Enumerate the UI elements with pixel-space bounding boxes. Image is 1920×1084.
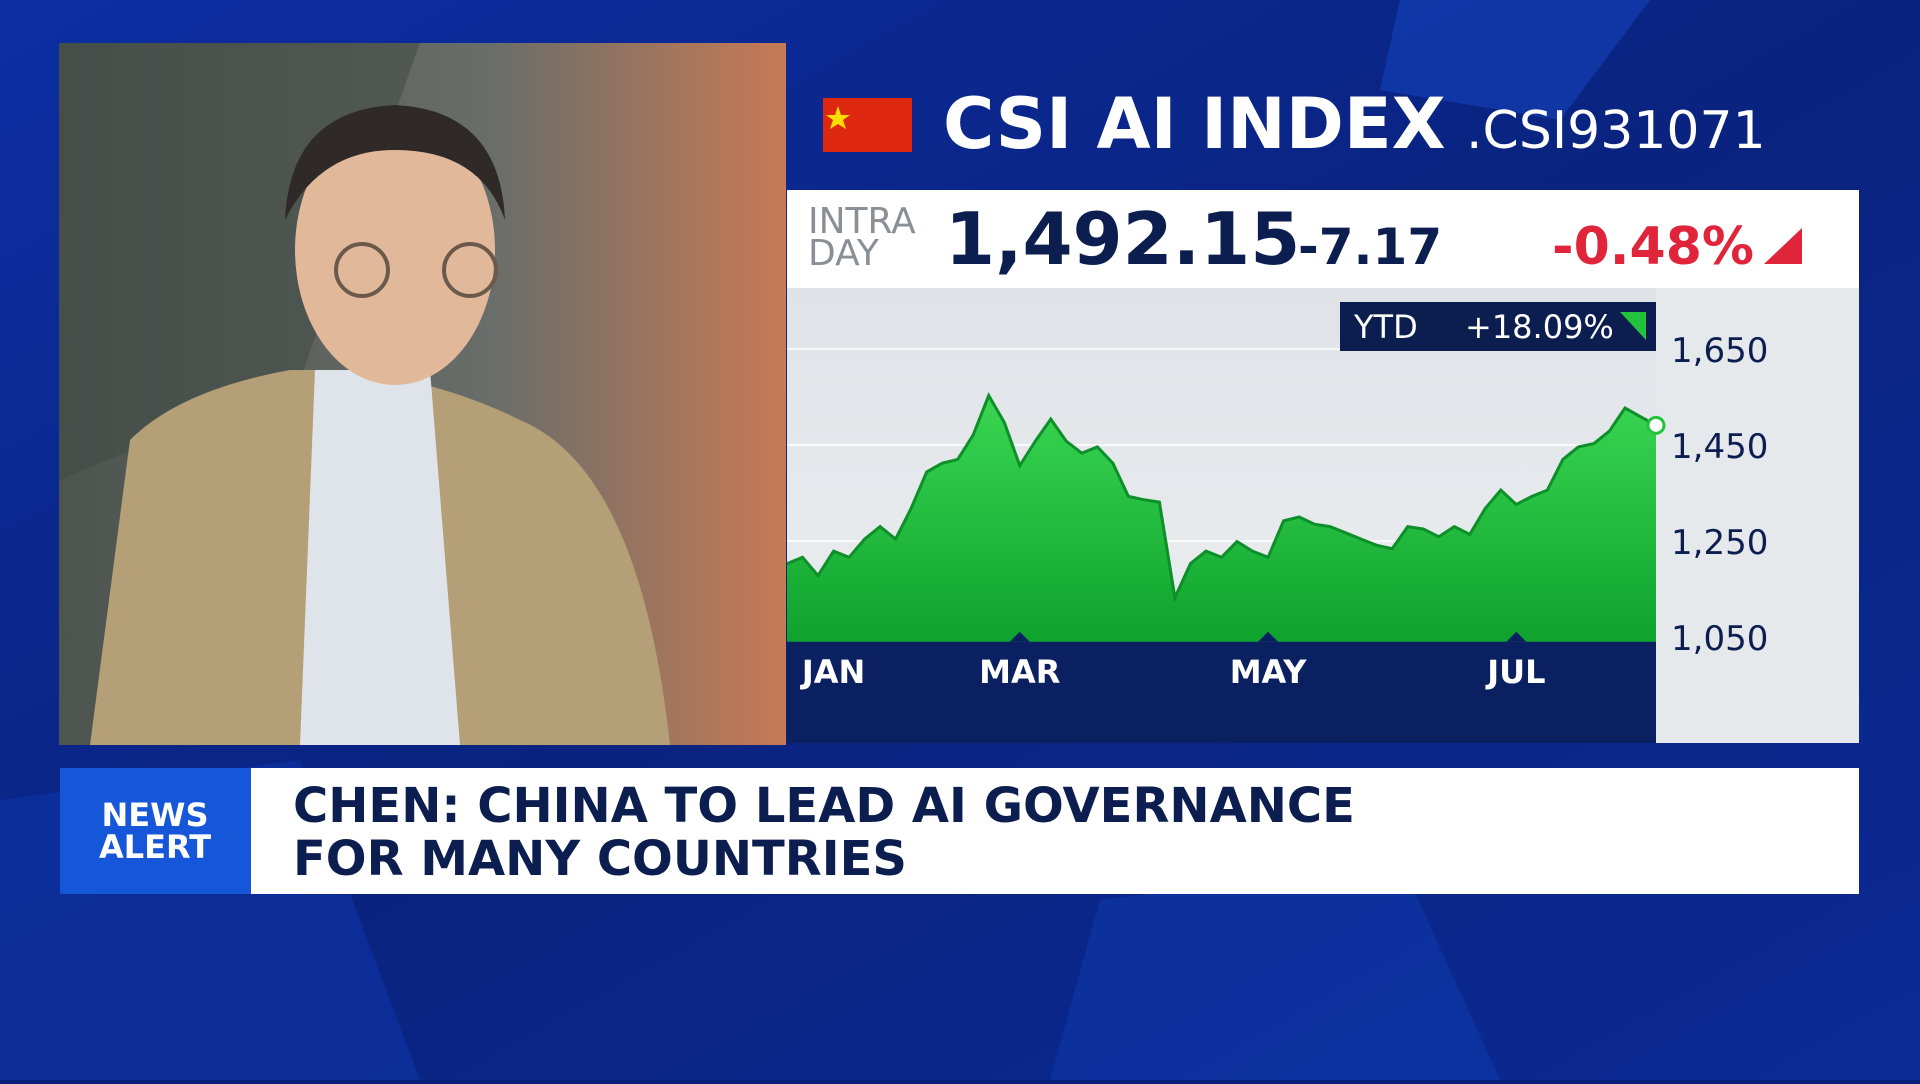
session-label: INTRA [808, 201, 916, 242]
person-hair [285, 105, 505, 220]
x-tick-marker [1009, 631, 1030, 642]
y-tick-label: 1,250 [1671, 523, 1768, 563]
x-tick-marker [1258, 631, 1279, 642]
area [787, 395, 1656, 642]
session-label: DAY [808, 233, 880, 274]
index-title: CSI AI INDEX [943, 83, 1446, 165]
index-symbol: .CSI931071 [1466, 101, 1766, 161]
ytd-label: YTD [1353, 308, 1418, 346]
x-tick-label: JUL [1485, 653, 1545, 691]
x-tick-label: JAN [800, 653, 865, 691]
headline: FOR MANY COUNTRIES [293, 831, 907, 887]
bg-shape [1380, 0, 1650, 120]
flag-star [826, 106, 850, 129]
x-axis-band [787, 641, 1656, 743]
ytd-value: +18.09% [1465, 308, 1614, 346]
x-tick-marker [1506, 631, 1527, 642]
person-head [295, 115, 495, 385]
area-line [786, 392, 1657, 603]
last-point [1646, 415, 1666, 435]
x-tick-label: MAR [979, 653, 1060, 691]
pct-change: -0.48% [1552, 217, 1754, 277]
quote-panel [787, 190, 1859, 288]
axis-panel [1656, 288, 1859, 743]
person-glasses [334, 242, 390, 298]
price-change: -7.17 [1298, 218, 1442, 276]
x-tick-label: MAY [1230, 653, 1308, 691]
y-tick-label: 1,650 [1671, 331, 1768, 371]
plot: 1,050 1,250 1,450 1,650 JAN MAR MAY JUL [786, 331, 1768, 691]
person-shirt [300, 370, 460, 745]
headline: CHEN: CHINA TO LEAD AI GOVERNANCE [293, 778, 1355, 834]
news-badge [60, 768, 251, 894]
down-arrow [1764, 228, 1802, 264]
y-tick-label: 1,450 [1671, 427, 1768, 467]
y-tick-label: 1,050 [1671, 619, 1768, 659]
ytd-box [1340, 302, 1656, 351]
headline-bar [251, 768, 1859, 894]
badge-text: ALERT [99, 828, 211, 866]
person-glasses [442, 242, 498, 298]
last-price: 1,492.15 [945, 197, 1300, 281]
bg-shape [1050, 860, 1500, 1080]
badge-text: NEWS [102, 796, 209, 834]
up-arrow [1620, 312, 1646, 340]
